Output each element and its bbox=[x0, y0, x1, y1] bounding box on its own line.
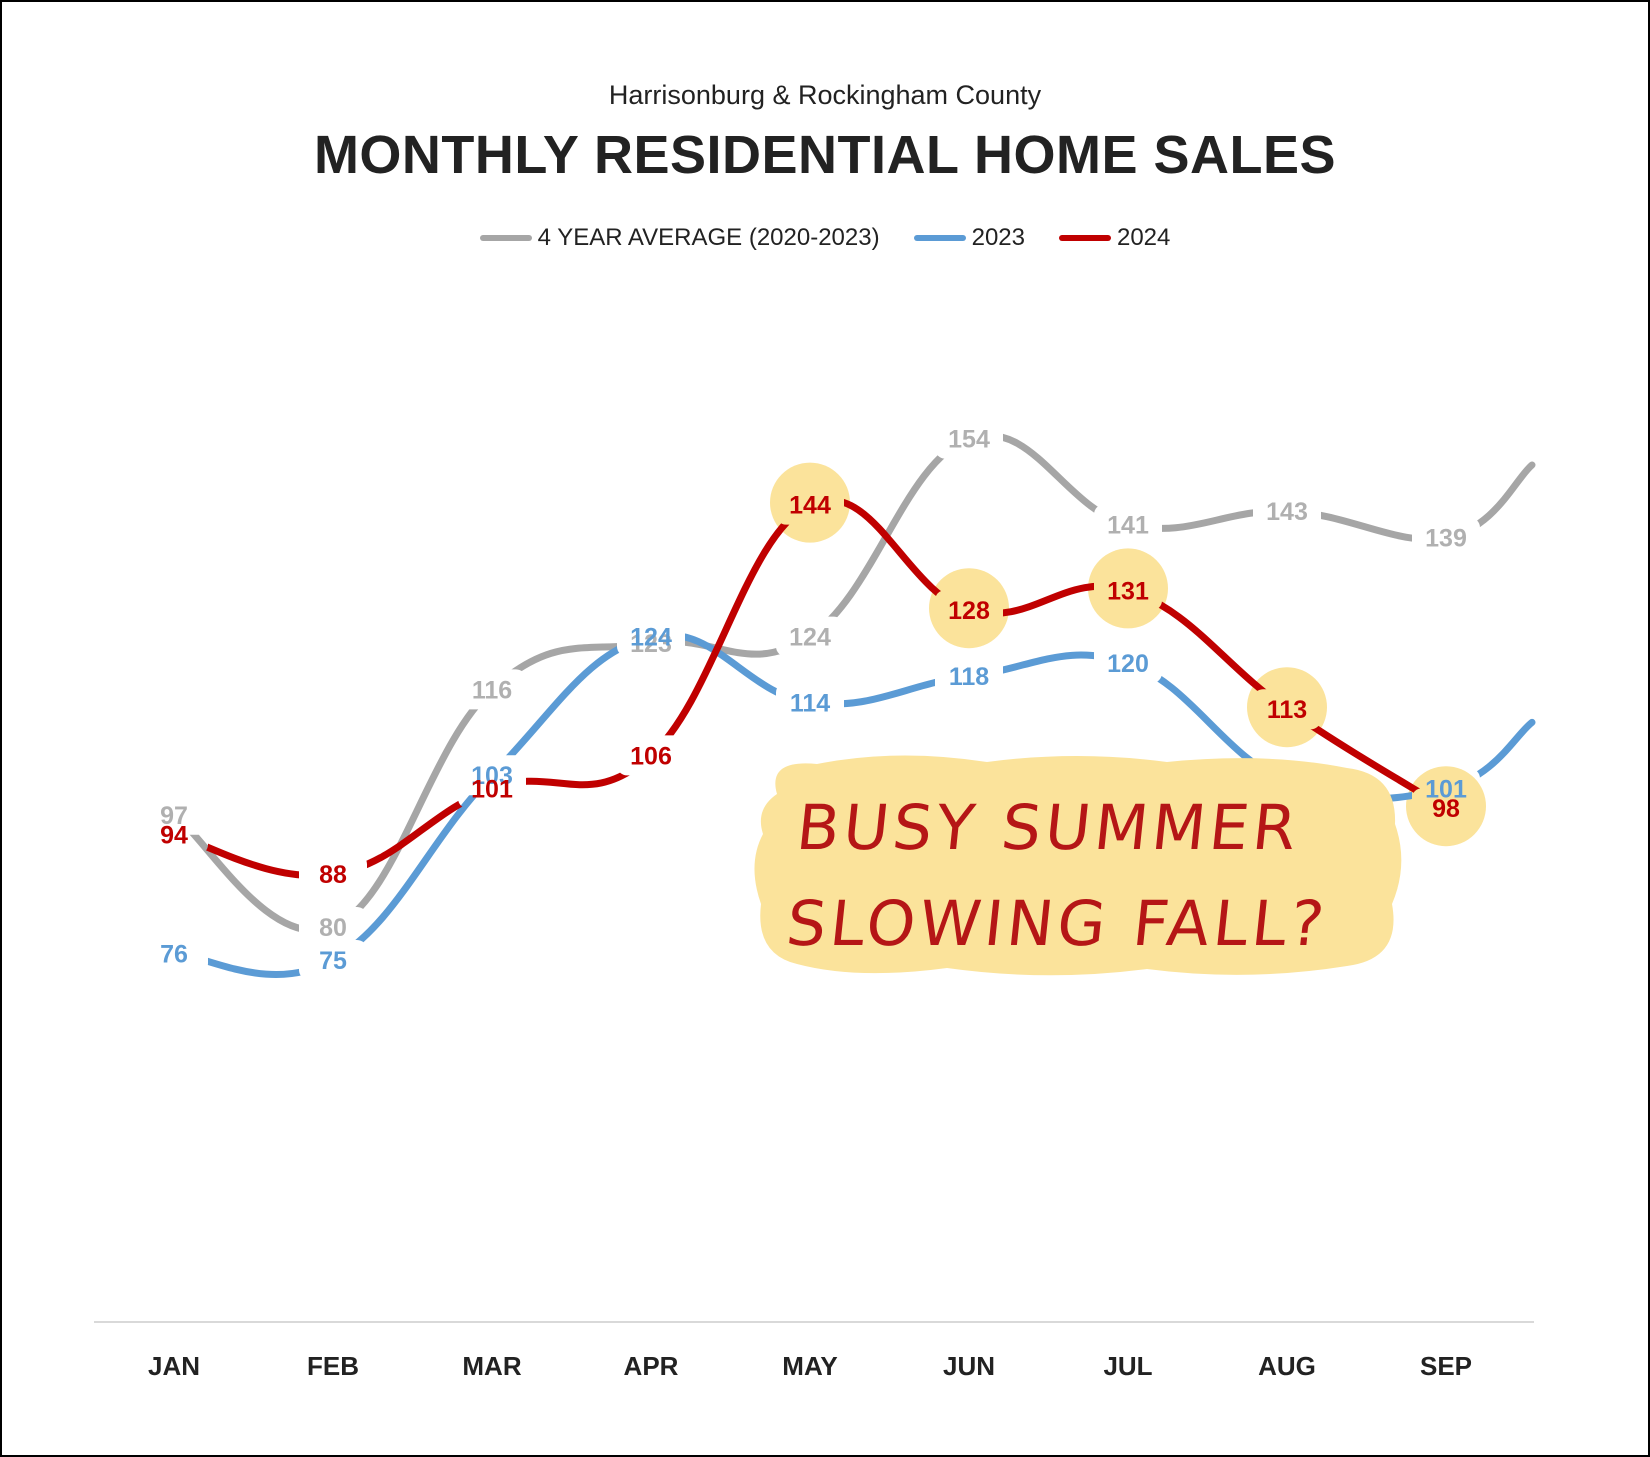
x-tick-label: SEP bbox=[1420, 1351, 1472, 1381]
data-label: 76 bbox=[160, 940, 188, 968]
legend-label-2024: 2024 bbox=[1116, 224, 1171, 251]
x-tick-label: JUN bbox=[943, 1351, 995, 1381]
data-label: 139 bbox=[1425, 525, 1467, 553]
data-label: 97 bbox=[160, 802, 188, 830]
data-label: 123 bbox=[630, 630, 672, 658]
data-label: 131 bbox=[1107, 577, 1149, 605]
data-label: 116 bbox=[472, 676, 512, 704]
data-label: 80 bbox=[319, 914, 347, 942]
data-label: 154 bbox=[948, 426, 990, 454]
data-label: 101 bbox=[471, 775, 513, 803]
legend-item-average: 4 YEAR AVERAGE (2020-2023) bbox=[479, 224, 880, 252]
data-label: 94 bbox=[160, 822, 188, 850]
data-label: 124 bbox=[789, 624, 831, 652]
data-label: 113 bbox=[1267, 696, 1307, 724]
x-tick-label: JUL bbox=[1103, 1351, 1152, 1381]
data-label: 88 bbox=[319, 861, 347, 889]
legend-label-2023: 2023 bbox=[971, 224, 1025, 251]
annotation-line-1: BUSY SUMMER bbox=[793, 791, 1304, 864]
x-tick-label: MAR bbox=[462, 1351, 521, 1381]
chart-title: MONTHLY RESIDENTIAL HOME SALES bbox=[313, 125, 1337, 185]
data-label: 101 bbox=[1425, 775, 1467, 803]
annotation-highlight bbox=[754, 755, 1402, 976]
legend-swatch-2023 bbox=[913, 235, 966, 241]
series-line-0 bbox=[170, 431, 1536, 934]
data-label: 141 bbox=[1107, 511, 1149, 539]
data-label: 128 bbox=[948, 597, 990, 625]
data-label: 120 bbox=[1107, 650, 1149, 678]
data-label: 124 bbox=[630, 624, 672, 652]
data-label: 144 bbox=[789, 492, 831, 520]
annotation-note: BUSY SUMMER SLOWING FALL? bbox=[782, 780, 1382, 972]
legend-swatch-average bbox=[479, 235, 532, 241]
data-label: 103 bbox=[471, 762, 513, 790]
legend-item-2024: 2024 bbox=[1058, 224, 1171, 252]
data-label: 98 bbox=[1432, 795, 1460, 823]
chart-subtitle: Harrisonburg & Rockingham County bbox=[608, 80, 1042, 110]
x-tick-label: MAY bbox=[782, 1351, 837, 1381]
x-tick-label: JAN bbox=[148, 1351, 200, 1381]
chart-legend: 4 YEAR AVERAGE (2020-2023) 2023 2024 bbox=[2, 224, 1648, 252]
x-tick-label: APR bbox=[624, 1351, 679, 1381]
data-label: 106 bbox=[630, 742, 672, 770]
data-label: 114 bbox=[790, 690, 830, 718]
legend-swatch-2024 bbox=[1058, 235, 1111, 241]
annotation-line-2: SLOWING FALL? bbox=[783, 887, 1332, 960]
x-tick-label: FEB bbox=[307, 1351, 359, 1381]
x-tick-label: AUG bbox=[1258, 1351, 1316, 1381]
data-label: 118 bbox=[949, 663, 989, 691]
annotation-highlight-shape bbox=[754, 755, 1402, 976]
legend-item-2023: 2023 bbox=[913, 224, 1025, 252]
series-line-2 bbox=[170, 496, 1450, 879]
legend-label-average: 4 YEAR AVERAGE (2020-2023) bbox=[537, 224, 880, 251]
data-label: 143 bbox=[1266, 498, 1308, 526]
data-label: 75 bbox=[319, 947, 347, 975]
